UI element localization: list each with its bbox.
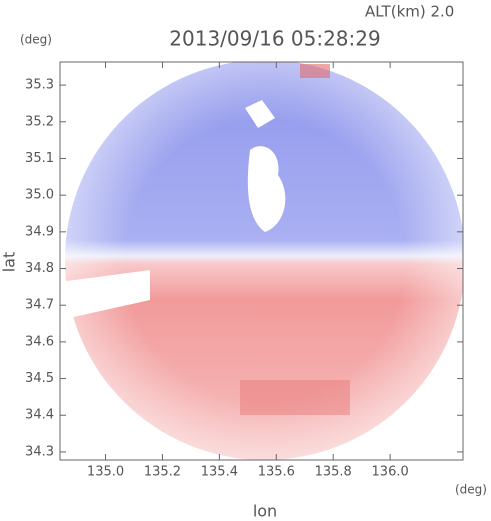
y-axis-label: lat bbox=[0, 252, 19, 273]
x-tick-label: 135.4 bbox=[201, 465, 238, 480]
y-tick-label: 34.3 bbox=[25, 444, 54, 459]
y-tick-label: 34.8 bbox=[25, 261, 54, 276]
x-tick-label: 135.8 bbox=[315, 465, 352, 480]
axes: 135.0 135.2 135.4 135.6 135.8 136.0 34.3 34.4 34… bbox=[25, 62, 463, 480]
altitude-label: ALT(km) 2.0 bbox=[365, 3, 454, 21]
y-tick-label: 35.3 bbox=[25, 78, 54, 93]
y-tick-label: 34.9 bbox=[25, 224, 54, 239]
y-tick-label: 34.7 bbox=[25, 298, 54, 313]
y-tick-label: 35.1 bbox=[25, 151, 54, 166]
chart-title: 2013/09/16 05:28:29 bbox=[169, 27, 380, 51]
y-tick-label: 34.5 bbox=[25, 371, 54, 386]
y-unit: (deg) bbox=[20, 33, 52, 47]
y-tick-label: 35.0 bbox=[25, 188, 54, 203]
x-tick-label: 136.0 bbox=[372, 465, 409, 480]
y-tick-label: 34.6 bbox=[25, 334, 54, 349]
y-tick-label: 35.2 bbox=[25, 114, 54, 129]
y-tick-label: 34.4 bbox=[25, 408, 54, 423]
radar-echo bbox=[60, 62, 463, 460]
x-tick-label: 135.2 bbox=[144, 465, 181, 480]
x-tick-label: 135.6 bbox=[258, 465, 295, 480]
x-axis-label: lon bbox=[253, 502, 277, 521]
plot-frame bbox=[59, 61, 464, 461]
x-tick-label: 135.0 bbox=[87, 465, 124, 480]
x-unit: (deg) bbox=[455, 483, 487, 497]
